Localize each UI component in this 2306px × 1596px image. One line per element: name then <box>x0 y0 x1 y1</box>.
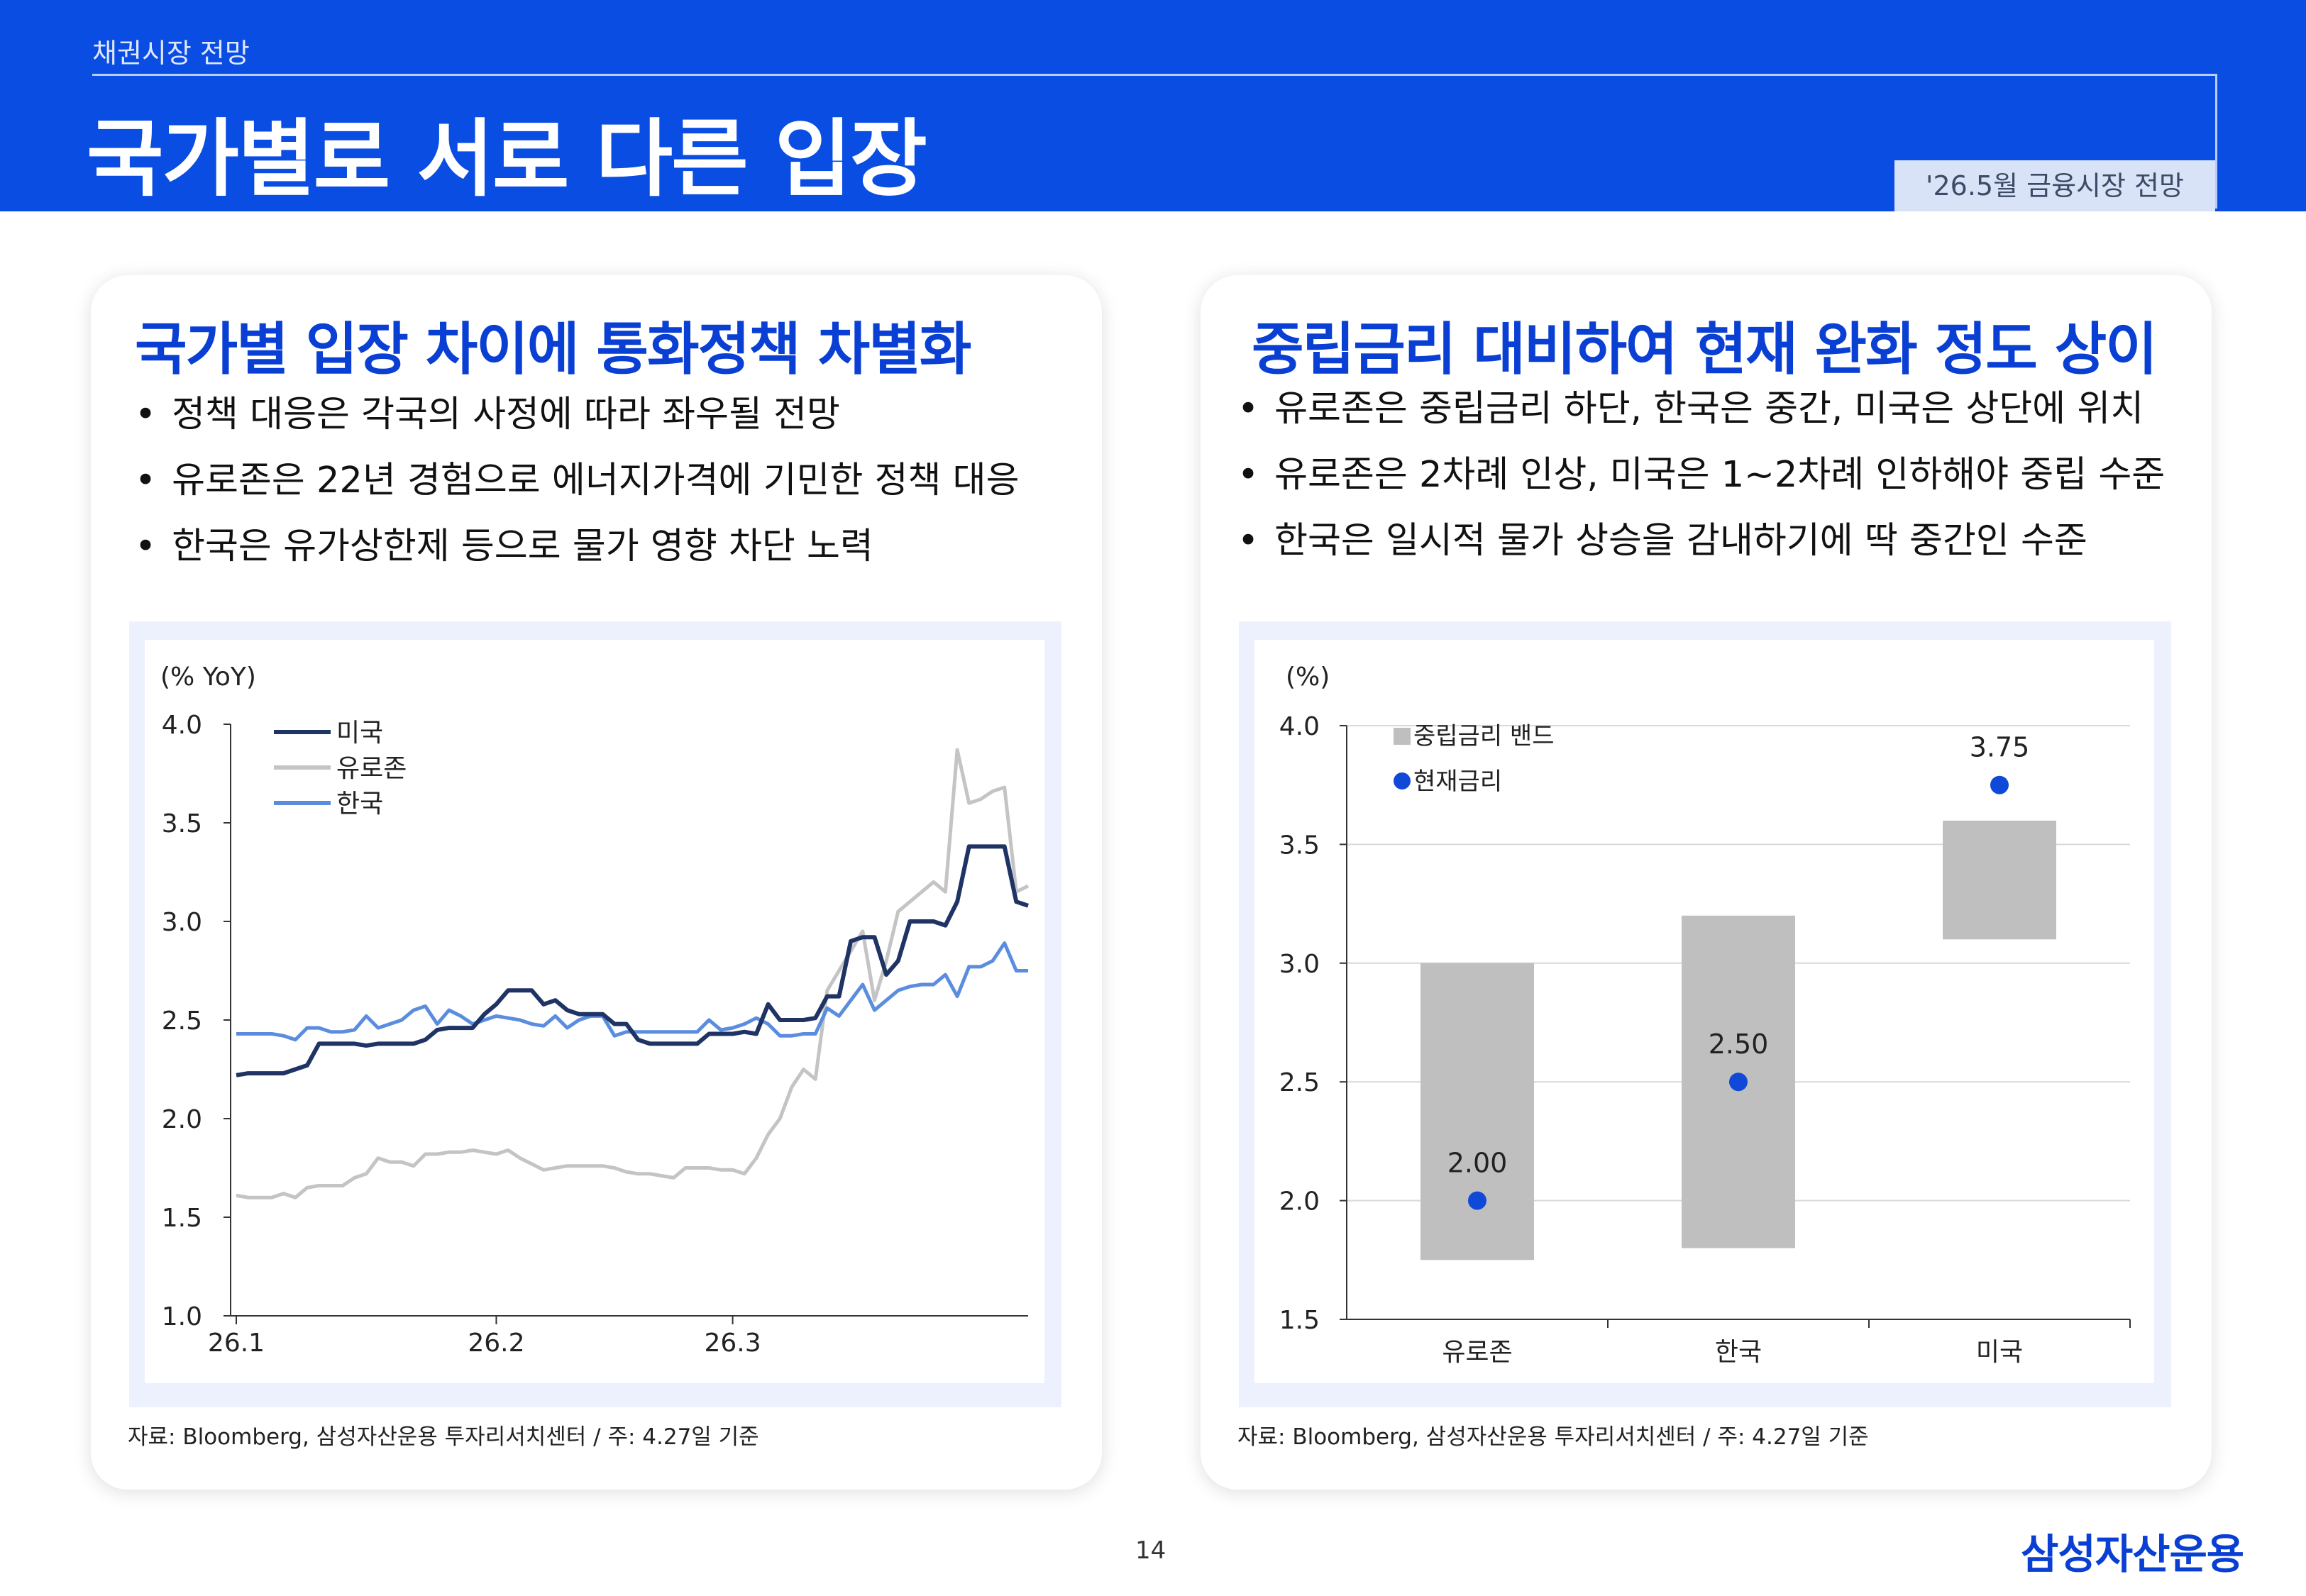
y-tick-label: 4.0 <box>1279 712 1320 741</box>
neutral-rate-chart-area: (%) 1.5 2.0 2.5 3.0 3.5 4.0 2.00 2.50 3.75 유로존 한국 미국… <box>1254 640 2154 1383</box>
y-tick-label: 1.5 <box>162 1204 202 1233</box>
legend-label: 유로존 <box>336 754 407 783</box>
right-panel-title: 중립금리 대비하여 현재 완화 정도 상이 <box>1252 316 2158 382</box>
series-line-유로존 <box>236 748 1030 1199</box>
legend-swatch-band <box>1394 728 1411 745</box>
inflation-chart-area: (% YoY) 1.0 1.5 2.0 2.5 3.0 3.5 4.0 26.1 26.2 26.3… <box>145 640 1044 1383</box>
current-rate-point-한국 <box>1729 1073 1748 1092</box>
right-bullet: 유로존은 2차례 인상, 미국은 1~2차례 인하해야 중립 수준 <box>1237 453 2165 519</box>
y-tick-label: 1.5 <box>1279 1306 1320 1335</box>
legend-label: 미국 <box>336 719 383 748</box>
page-number: 14 <box>1135 1536 1166 1565</box>
header-bar: 채권시장 전망 국가별로 서로 다른 입장 '26.5월 금융시장 전망 <box>0 0 2306 211</box>
right-source-note: 자료: Bloomberg, 삼성자산운용 투자리서치센터 / 주: 4.27일… <box>1237 1424 1869 1450</box>
header-divider-vertical <box>2215 74 2217 209</box>
left-bullet: 정책 대응은 각국의 사정에 따라 좌우될 전망 <box>135 393 1020 459</box>
chart-unit-label: (% YoY) <box>160 663 256 692</box>
data-label: 2.00 <box>1447 1148 1508 1179</box>
page-title: 국가별로 서로 다른 입장 <box>87 110 927 208</box>
header-divider <box>92 74 2215 76</box>
legend-label: 현재금리 <box>1413 767 1502 796</box>
inflation-chart-frame: (% YoY) 1.0 1.5 2.0 2.5 3.0 3.5 4.0 26.1 26.2 26.3… <box>129 621 1061 1407</box>
x-category-label: 한국 <box>1715 1338 1762 1367</box>
legend-swatch-point <box>1394 772 1411 789</box>
chart-unit-label: (%) <box>1286 663 1330 692</box>
breadcrumb: 채권시장 전망 <box>92 38 250 69</box>
report-badge: '26.5월 금융시장 전망 <box>1894 160 2215 211</box>
right-bullet: 유로존은 중립금리 하단, 한국은 중간, 미국은 상단에 위치 <box>1237 387 2165 453</box>
neutral-rate-band-유로존 <box>1420 963 1534 1260</box>
y-tick-label: 2.0 <box>162 1105 202 1134</box>
left-panel-title: 국가별 입장 차이에 통화정책 차별화 <box>135 316 971 382</box>
right-panel: 중립금리 대비하여 현재 완화 정도 상이 유로존은 중립금리 하단, 한국은 … <box>1201 275 2212 1490</box>
x-tick-label: 26.1 <box>208 1329 265 1358</box>
current-rate-point-유로존 <box>1468 1191 1486 1210</box>
left-bullet: 한국은 유가상한제 등으로 물가 영향 차단 노력 <box>135 525 1020 591</box>
y-tick-label: 3.5 <box>1279 831 1320 860</box>
left-source-note: 자료: Bloomberg, 삼성자산운용 투자리서치센터 / 주: 4.27일… <box>128 1424 759 1450</box>
series-line-미국 <box>236 844 1029 1077</box>
left-panel: 국가별 입장 차이에 통화정책 차별화 정책 대응은 각국의 사정에 따라 좌우… <box>91 275 1102 1490</box>
y-tick-label: 2.0 <box>1279 1187 1320 1217</box>
y-tick-label: 4.0 <box>162 711 202 740</box>
x-tick-label: 26.3 <box>705 1329 761 1358</box>
y-tick-label: 3.0 <box>1279 950 1320 979</box>
y-tick-label: 3.5 <box>162 809 202 838</box>
right-bullet: 한국은 일시적 물가 상승을 감내하기에 딱 중간인 수준 <box>1237 519 2165 585</box>
data-label: 3.75 <box>1970 732 2030 763</box>
neutral-rate-band-미국 <box>1943 820 2056 940</box>
legend-label: 한국 <box>336 789 383 819</box>
data-label: 2.50 <box>1709 1029 1769 1060</box>
y-tick-label: 2.5 <box>1279 1068 1320 1097</box>
right-bullet-list: 유로존은 중립금리 하단, 한국은 중간, 미국은 상단에 위치 유로존은 2차… <box>1237 387 2165 585</box>
company-logo: 삼성자산운용 <box>2021 1530 2244 1578</box>
neutral-rate-chart-frame: (%) 1.5 2.0 2.5 3.0 3.5 4.0 2.00 2.50 3.75 유로존 한국 미국… <box>1239 621 2171 1407</box>
legend-label: 중립금리 밴드 <box>1413 722 1555 750</box>
left-bullet: 유로존은 22년 경험으로 에너지가격에 기민한 정책 대응 <box>135 459 1019 525</box>
neutral-rate-band-chart: (%) 1.5 2.0 2.5 3.0 3.5 4.0 2.00 2.50 3.75 유로존 한국 미국… <box>1279 663 2131 1367</box>
x-category-label: 미국 <box>1976 1338 2023 1367</box>
y-tick-label: 1.0 <box>162 1302 202 1331</box>
inflation-line-chart: (% YoY) 1.0 1.5 2.0 2.5 3.0 3.5 4.0 26.1 26.2 26.3… <box>160 663 1030 1358</box>
series-line-한국 <box>236 941 1028 1042</box>
y-tick-label: 2.5 <box>162 1007 202 1036</box>
y-tick-label: 3.0 <box>162 908 202 937</box>
x-tick-label: 26.2 <box>468 1329 524 1358</box>
x-category-label: 유로존 <box>1442 1338 1512 1367</box>
left-bullet-list: 정책 대응은 각국의 사정에 따라 좌우될 전망 유로존은 22년 경험으로 에… <box>135 393 1020 591</box>
current-rate-point-미국 <box>1990 775 2009 794</box>
